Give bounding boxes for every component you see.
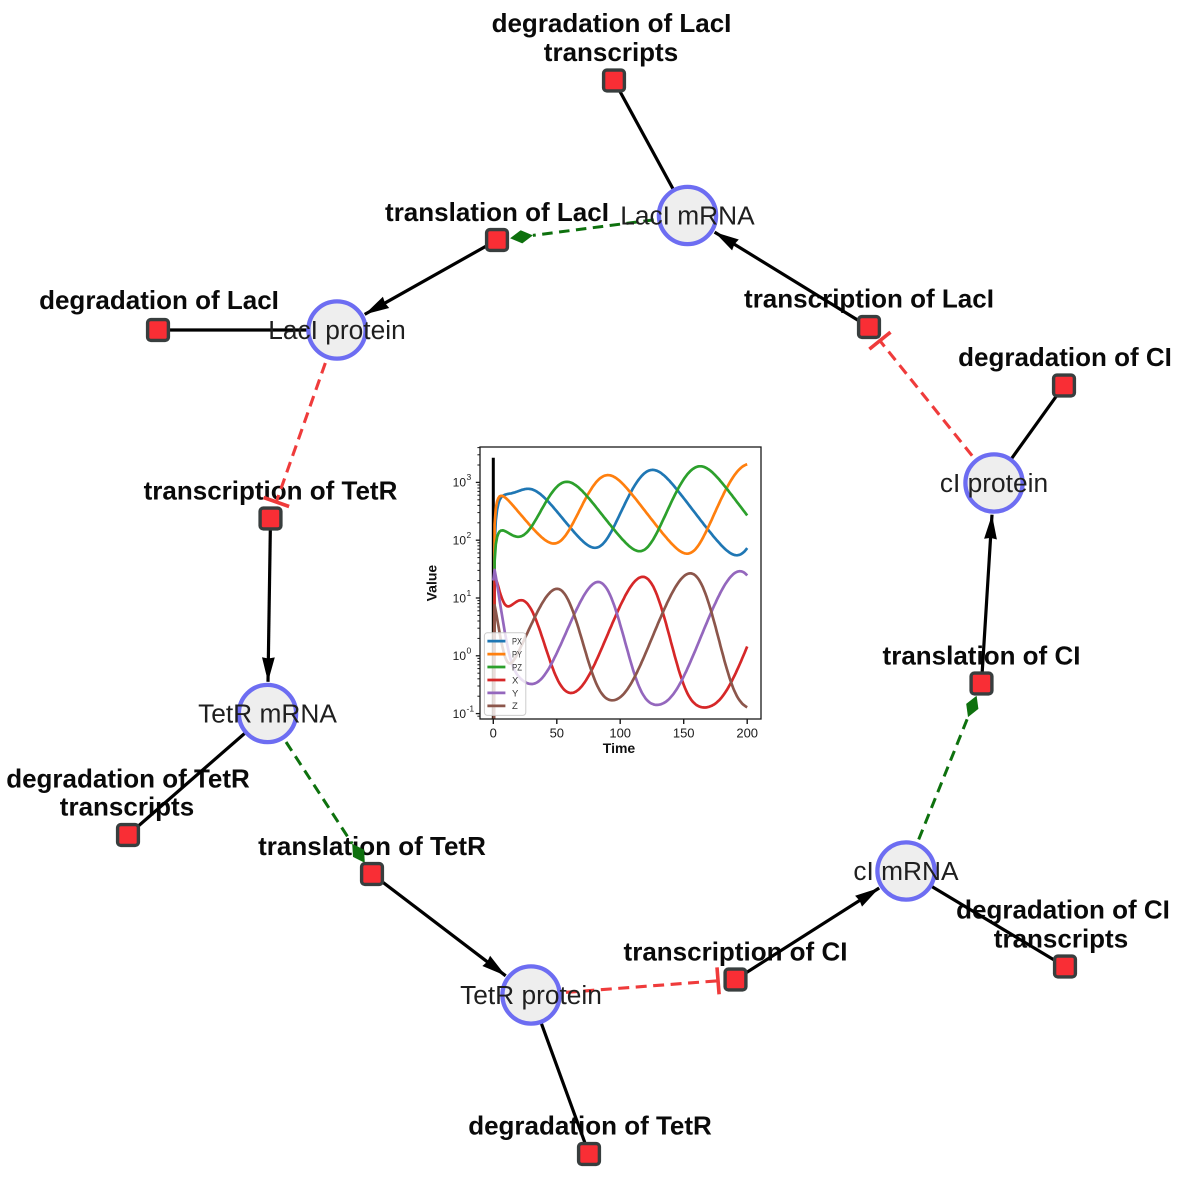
svg-text:PY: PY — [512, 650, 523, 661]
svg-text:degradation of CI: degradation of CI — [956, 894, 1170, 924]
svg-text:10: 10 — [453, 534, 467, 548]
svg-text:TetR mRNA: TetR mRNA — [198, 699, 337, 729]
svg-text:degradation of TetR: degradation of TetR — [468, 1110, 712, 1140]
svg-text:0: 0 — [490, 725, 497, 740]
svg-text:degradation of LacI: degradation of LacI — [492, 8, 732, 38]
svg-text:50: 50 — [550, 725, 564, 740]
svg-text:transcripts: transcripts — [544, 37, 678, 67]
svg-text:1: 1 — [467, 588, 472, 598]
svg-text:transcription of LacI: transcription of LacI — [744, 283, 994, 313]
svg-text:3: 3 — [467, 472, 472, 482]
svg-text:-1: -1 — [467, 703, 475, 713]
svg-text:LacI mRNA: LacI mRNA — [620, 201, 755, 231]
svg-text:PZ: PZ — [512, 662, 522, 673]
svg-text:degradation of CI: degradation of CI — [958, 342, 1172, 372]
svg-text:100: 100 — [609, 725, 631, 740]
svg-text:Time: Time — [603, 740, 636, 756]
svg-text:10: 10 — [453, 649, 467, 663]
svg-text:2: 2 — [467, 530, 472, 540]
svg-text:translation of LacI: translation of LacI — [385, 197, 609, 227]
svg-text:degradation of LacI: degradation of LacI — [39, 285, 279, 315]
svg-text:translation of TetR: translation of TetR — [258, 831, 486, 861]
svg-text:0: 0 — [467, 646, 472, 656]
svg-text:PX: PX — [512, 637, 523, 648]
svg-text:TetR protein: TetR protein — [460, 980, 602, 1010]
svg-text:cI protein: cI protein — [940, 468, 1048, 498]
svg-text:Z: Z — [512, 701, 518, 712]
svg-text:cI mRNA: cI mRNA — [853, 856, 959, 886]
svg-text:10: 10 — [453, 591, 467, 605]
svg-text:degradation of TetR: degradation of TetR — [6, 763, 250, 793]
svg-text:150: 150 — [673, 725, 695, 740]
svg-text:transcription of CI: transcription of CI — [624, 936, 848, 966]
svg-text:200: 200 — [736, 725, 758, 740]
svg-text:transcripts: transcripts — [994, 923, 1128, 953]
svg-text:X: X — [512, 675, 519, 686]
svg-text:Y: Y — [512, 688, 519, 699]
svg-text:LacI protein: LacI protein — [268, 315, 405, 345]
svg-text:10: 10 — [453, 707, 467, 721]
svg-text:10: 10 — [453, 476, 467, 490]
svg-text:Value: Value — [424, 565, 440, 602]
